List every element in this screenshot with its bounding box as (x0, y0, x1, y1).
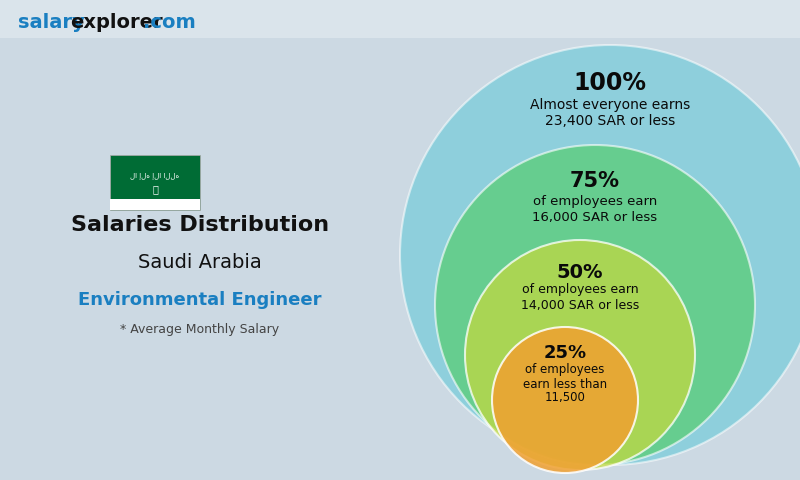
Bar (110, 155, 200, 210)
Text: 14,000 SAR or less: 14,000 SAR or less (521, 299, 639, 312)
Text: 100%: 100% (574, 71, 646, 95)
Text: .com: .com (143, 12, 196, 32)
Text: ﷽: ﷽ (152, 184, 158, 194)
Text: explorer: explorer (70, 12, 162, 32)
Circle shape (435, 145, 755, 465)
Text: Almost everyone earns: Almost everyone earns (530, 98, 690, 112)
Circle shape (492, 327, 638, 473)
Text: 23,400 SAR or less: 23,400 SAR or less (545, 114, 675, 128)
Text: * Average Monthly Salary: * Average Monthly Salary (121, 324, 279, 336)
Circle shape (465, 240, 695, 470)
Text: Environmental Engineer: Environmental Engineer (78, 291, 322, 309)
Bar (110, 199, 200, 210)
Circle shape (400, 45, 800, 465)
Text: of employees earn: of employees earn (533, 194, 657, 207)
Text: 25%: 25% (543, 344, 586, 362)
Text: Saudi Arabia: Saudi Arabia (138, 253, 262, 273)
Text: 50%: 50% (557, 263, 603, 281)
Text: of employees earn: of employees earn (522, 284, 638, 297)
Bar (0, 0, 800, 38)
Text: salary: salary (18, 12, 85, 32)
Text: earn less than: earn less than (523, 377, 607, 391)
Text: of employees: of employees (526, 363, 605, 376)
Text: Salaries Distribution: Salaries Distribution (71, 215, 329, 235)
Text: 11,500: 11,500 (545, 392, 586, 405)
Text: 75%: 75% (570, 171, 620, 191)
Text: لا إله إلا الله: لا إله إلا الله (130, 172, 180, 180)
Text: 16,000 SAR or less: 16,000 SAR or less (533, 211, 658, 224)
